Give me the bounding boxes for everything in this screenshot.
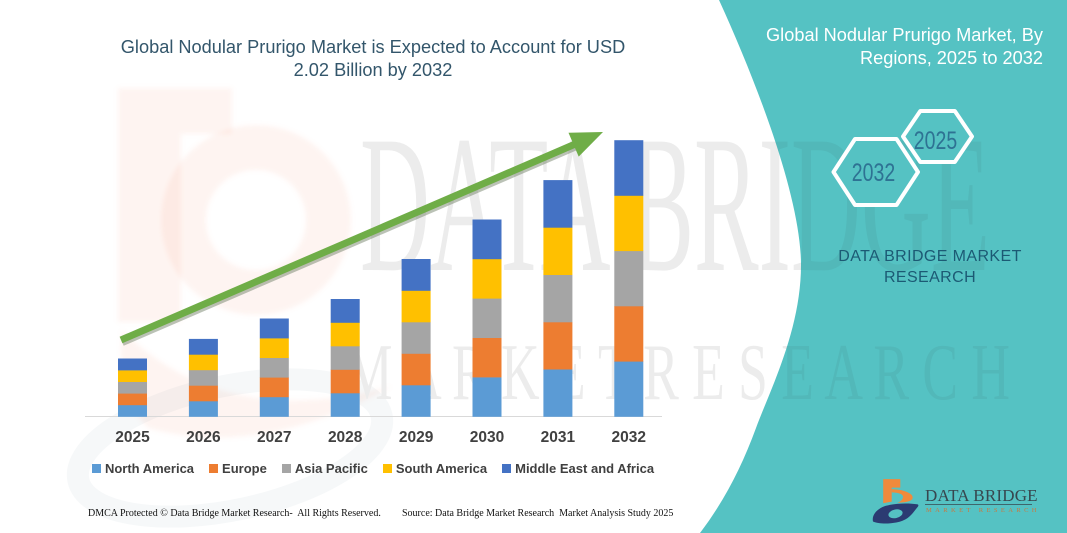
svg-text:2032: 2032: [852, 159, 895, 187]
svg-text:DATA BRIDGE: DATA BRIDGE: [925, 486, 1038, 505]
svg-text:2025: 2025: [914, 127, 957, 155]
svg-text:MARKET RESEARCH: MARKET RESEARCH: [926, 507, 1040, 514]
